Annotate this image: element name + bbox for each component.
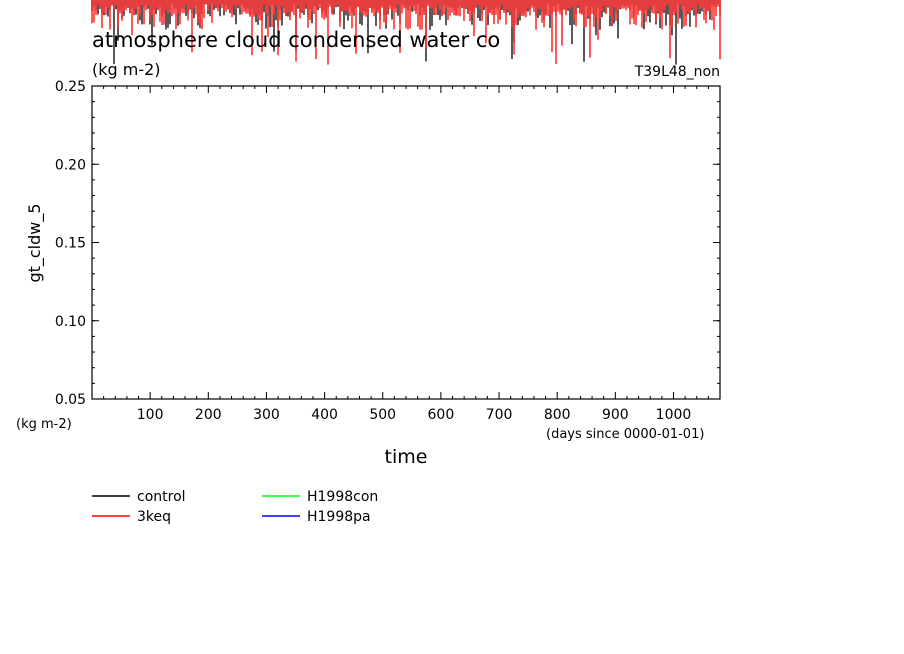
series-line-3keq — [91, 0, 721, 65]
x-tick-label: 500 — [369, 407, 396, 423]
y-tick-label: 0.05 — [55, 392, 86, 408]
x-tick-label: 800 — [544, 407, 571, 423]
y-tick-label: 0.15 — [55, 236, 86, 252]
legend-label: control — [137, 489, 186, 505]
y-tick-label: 0.25 — [55, 79, 86, 95]
legend-label: H1998con — [307, 489, 378, 505]
title-units: (kg m-2) — [92, 60, 161, 79]
x-tick-label: 200 — [195, 407, 222, 423]
plot-frame — [91, 85, 721, 400]
series-spikes — [91, 0, 721, 65]
legend-label: 3keq — [137, 509, 171, 525]
legend: control 3keq H1998con H1998pa — [92, 489, 378, 525]
chart-title: atmosphere cloud condensed water co — [92, 28, 500, 52]
x-tick-label: 600 — [428, 407, 455, 423]
y-axis: 0.05 0.10 0.15 0.20 0.25 — [55, 79, 720, 408]
x-tick-label: 1000 — [656, 407, 692, 423]
y-tick-label: 0.20 — [55, 157, 86, 173]
x-tick-label: 400 — [311, 407, 338, 423]
x-tick-label: 700 — [486, 407, 513, 423]
x-tick-label: 900 — [602, 407, 629, 423]
y-axis-label: gt_cldw_5 — [25, 203, 45, 282]
legend-label: H1998pa — [307, 509, 371, 525]
x-axis: 100 200 300 400 500 600 700 800 900 1000 — [103, 86, 709, 423]
x-axis-label: time — [385, 446, 428, 468]
y-units: (kg m-2) — [16, 417, 72, 432]
y-tick-label: 0.10 — [55, 314, 86, 330]
x-units: (days since 0000-01-01) — [546, 427, 704, 442]
run-label: T39L48_non — [634, 64, 720, 80]
x-tick-label: 100 — [137, 407, 164, 423]
x-tick-label: 300 — [253, 407, 280, 423]
